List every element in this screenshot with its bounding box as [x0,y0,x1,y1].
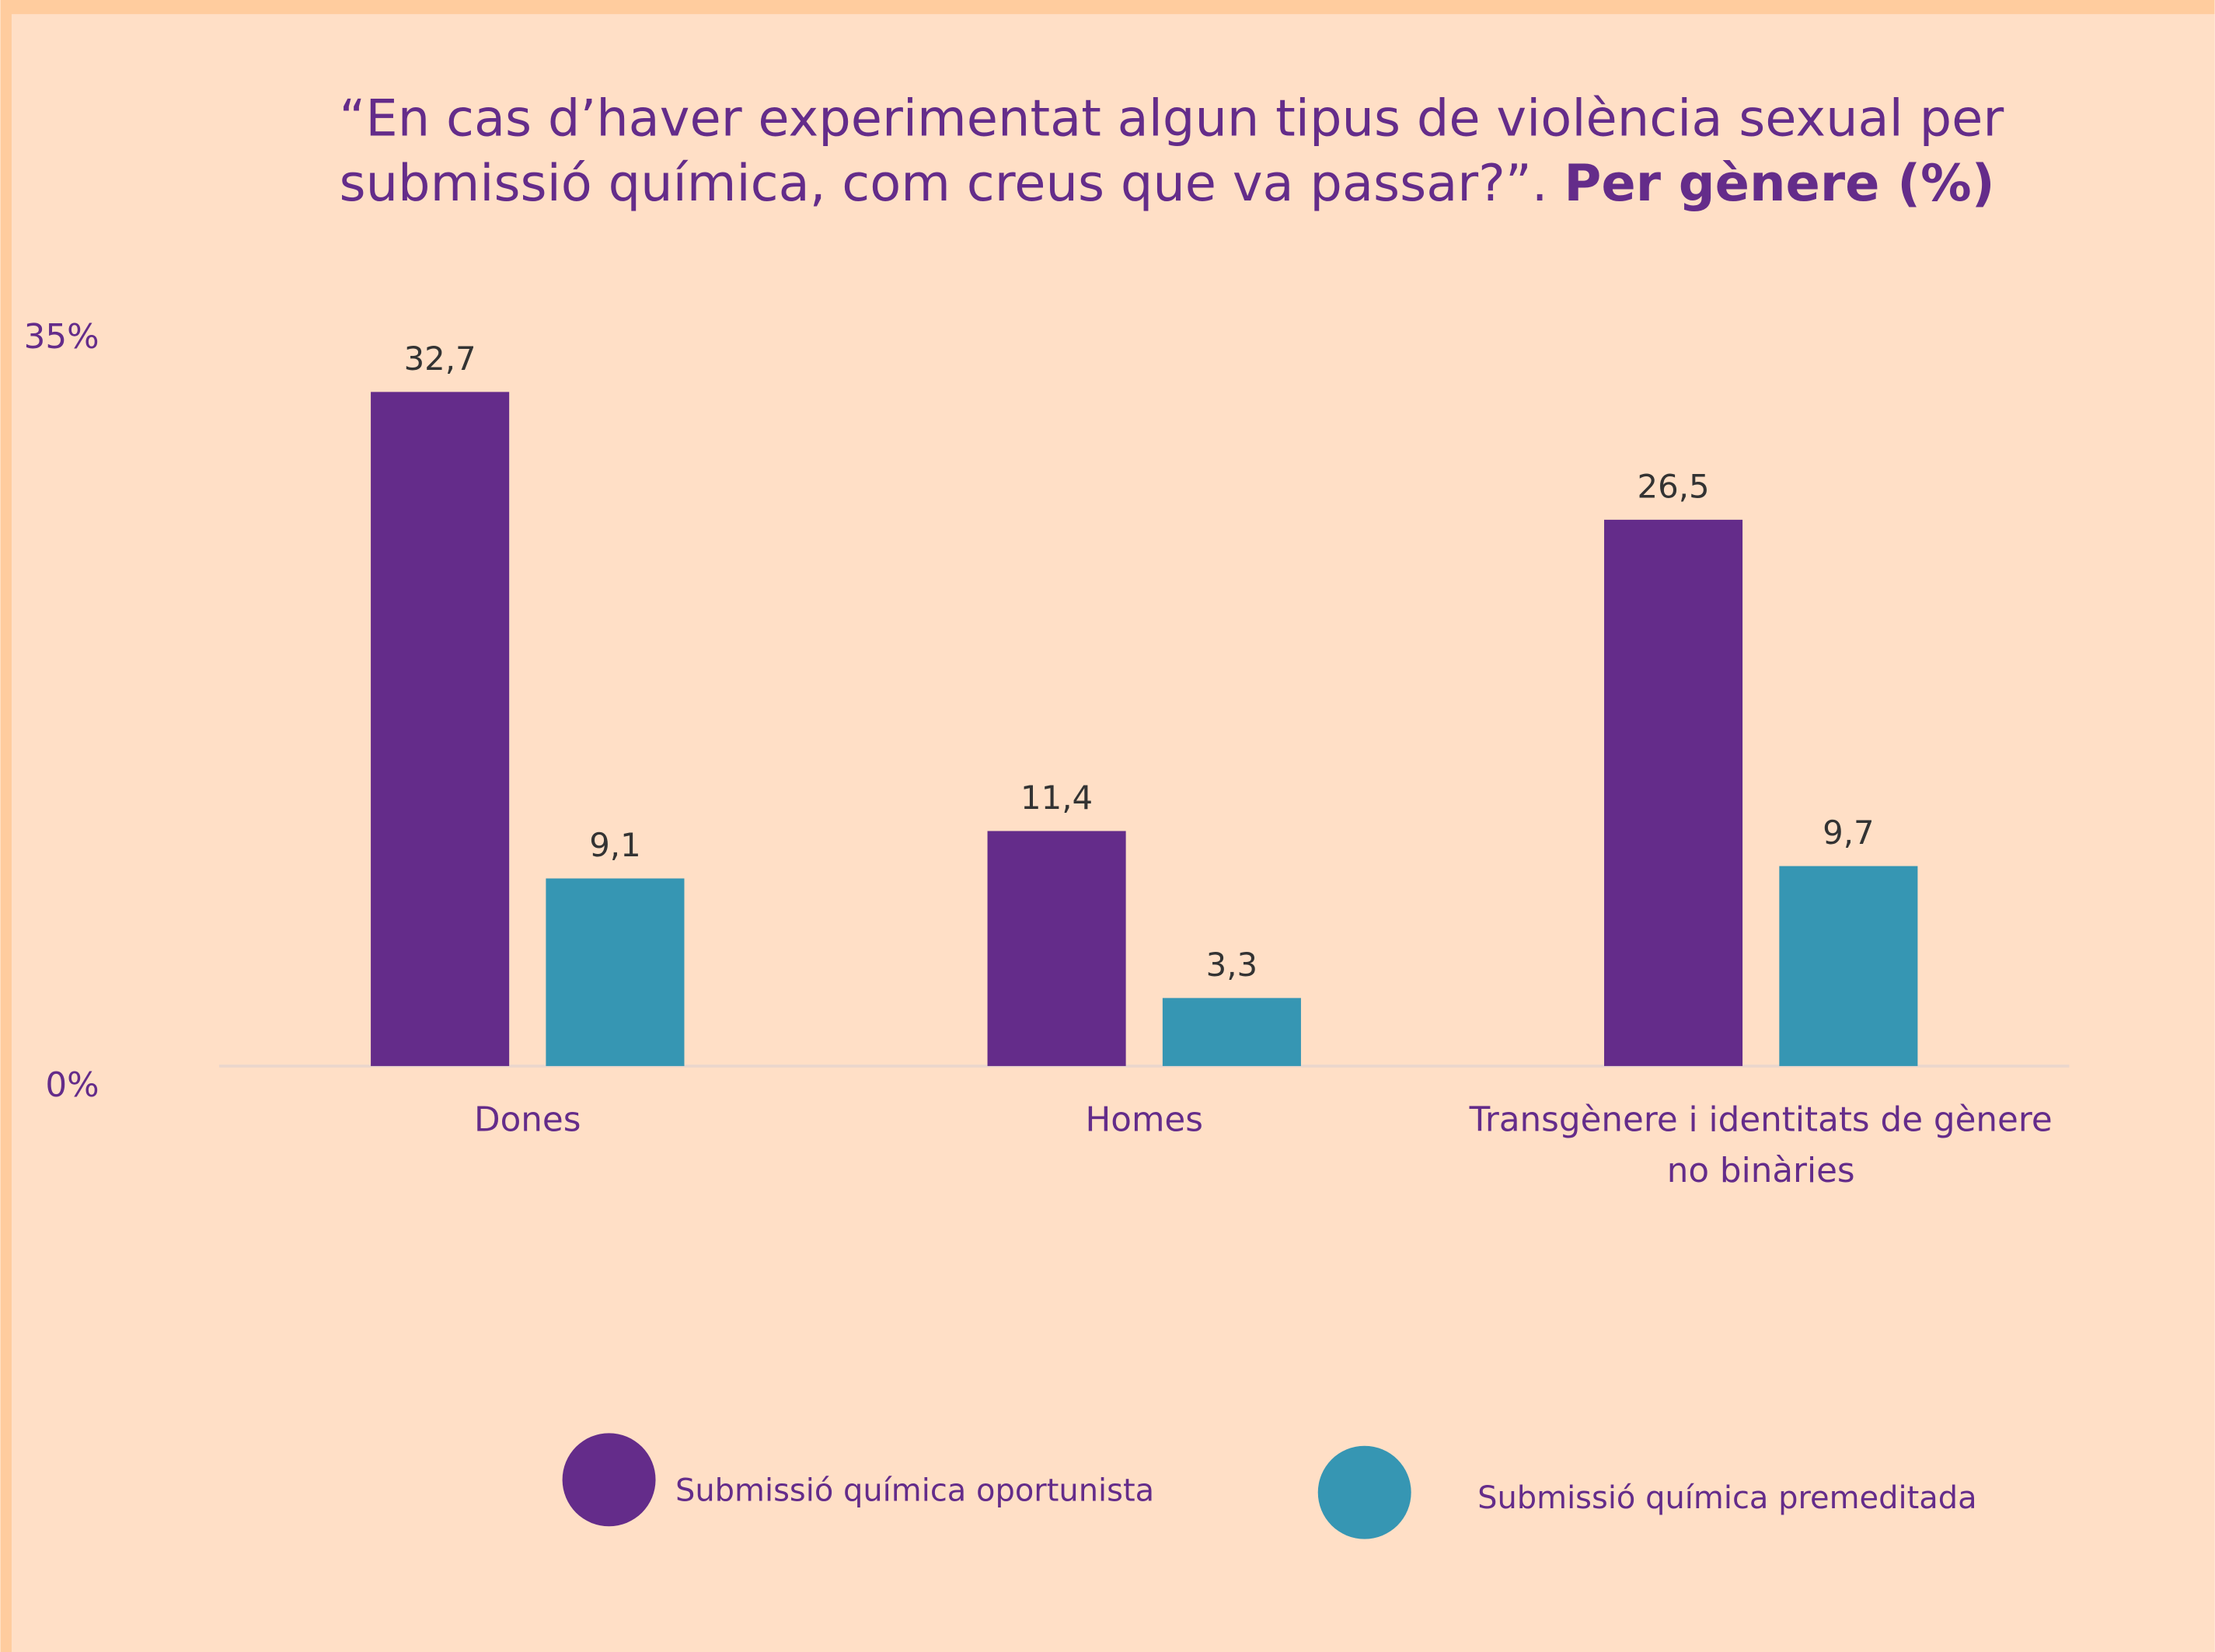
bar [1779,866,1918,1066]
title-bold: Per gènere (%) [1564,155,1995,214]
chart-title: “En cas d’haver experimentat algun tipus… [340,88,2105,218]
x-tick-label: Homes [1085,1100,1203,1140]
bar [371,392,510,1066]
value-label: 3,3 [1206,946,1257,984]
value-label: 32,7 [404,340,476,378]
bar [1604,519,1743,1066]
legend-swatch [562,1433,656,1527]
bar [546,878,685,1066]
bar [987,831,1126,1066]
value-label: 11,4 [1020,779,1093,817]
x-tick-box: Dones [474,1100,581,1140]
x-tick-label: Dones [474,1100,581,1140]
legend-swatch [1317,1445,1411,1539]
bar [1162,998,1301,1066]
legend-label: Submissió química oportunista [675,1473,1154,1509]
x-tick-label: Transgènere i identitats de gènere no bi… [1469,1100,2053,1190]
y-tick-label: 0% [45,1066,99,1105]
x-tick-box: Transgènere i identitats de gènere no bi… [1469,1100,2053,1190]
value-label: 26,5 [1638,467,1710,505]
legend-label: Submissió química premeditada [1477,1480,1977,1516]
value-label: 9,1 [589,826,640,864]
title-text: “En cas d’haver experimentat algun tipus… [339,90,2004,214]
y-tick-label: 35% [24,318,99,357]
x-tick-box: Homes [1085,1100,1203,1140]
title-box: “En cas d’haver experimentat algun tipus… [340,88,2105,218]
value-label: 9,7 [1823,814,1874,852]
